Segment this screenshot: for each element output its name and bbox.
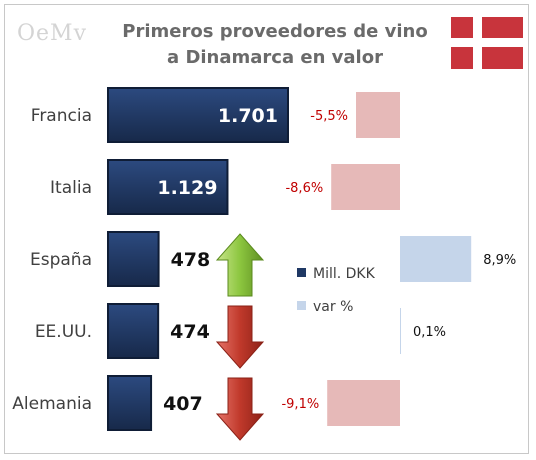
legend-label-mill-dkk: Mill. DKK [313,266,376,282]
category-label: Francia [31,106,92,126]
var-label: -8,6% [285,181,323,196]
value-label: 1.701 [218,105,278,127]
value-label: 407 [163,393,203,415]
legend-swatch-mill-dkk [297,268,306,277]
category-label: EE.UU. [35,322,92,342]
chart-frame: OeMv Primeros proveedores de vino a Dina… [4,4,529,454]
value-bar [107,231,160,287]
legend-swatch-var [297,301,306,310]
var-label: -5,5% [310,109,348,124]
category-label: Alemania [12,394,92,414]
var-label: 8,9% [483,253,516,268]
legend-label-var: var % [313,299,353,315]
var-bar [327,380,400,426]
value-bar [107,87,289,143]
value-bar [107,303,160,359]
category-label: España [30,250,92,270]
var-bar [356,92,400,138]
var-bar [400,236,472,282]
chart-title-line-1: Primeros proveedores de vino [122,21,428,42]
trend-down-arrow [215,305,265,369]
trend-down-arrow [215,377,265,441]
value-label: 478 [171,249,211,271]
var-bar [400,308,401,354]
denmark-flag-icon [451,17,523,69]
chart-title-line-2: a Dinamarca en valor [167,47,383,68]
flag-cross-horizontal [451,38,523,47]
value-bar [107,159,229,215]
value-bar [107,375,153,431]
chart-title: Primeros proveedores de vino a Dinamarca… [105,19,445,71]
value-label: 474 [170,321,210,343]
var-bar [331,164,400,210]
category-label: Italia [50,178,92,198]
trend-up-arrow [215,233,265,297]
var-label: -9,1% [281,397,319,412]
value-label: 1.129 [157,177,217,199]
var-label: 0,1% [413,325,446,340]
oemv-logo: OeMv [17,21,88,46]
